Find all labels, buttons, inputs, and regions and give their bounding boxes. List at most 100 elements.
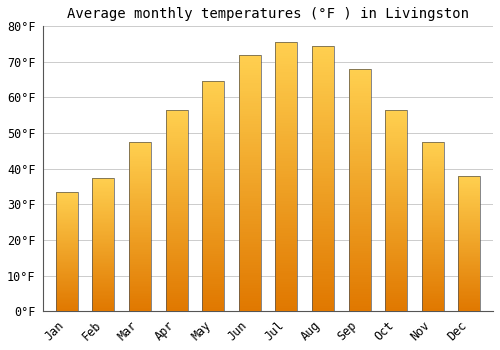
Bar bbox=[348, 88, 370, 91]
Bar bbox=[348, 149, 370, 151]
Bar bbox=[56, 303, 78, 304]
Bar bbox=[458, 181, 480, 183]
Bar bbox=[92, 204, 114, 206]
Bar bbox=[312, 287, 334, 290]
Bar bbox=[129, 159, 151, 161]
Bar bbox=[276, 188, 297, 190]
Bar bbox=[348, 296, 370, 299]
Bar bbox=[129, 204, 151, 206]
Bar bbox=[458, 184, 480, 185]
Bar bbox=[56, 206, 78, 207]
Bar bbox=[56, 238, 78, 239]
Bar bbox=[458, 218, 480, 219]
Bar bbox=[458, 231, 480, 233]
Bar bbox=[239, 250, 261, 252]
Bar bbox=[239, 145, 261, 147]
Bar bbox=[202, 286, 224, 288]
Bar bbox=[239, 188, 261, 191]
Bar bbox=[166, 152, 188, 154]
Bar bbox=[129, 194, 151, 196]
Bar bbox=[166, 226, 188, 229]
Bar bbox=[166, 309, 188, 311]
Bar bbox=[202, 88, 224, 91]
Bar bbox=[312, 118, 334, 120]
Bar bbox=[385, 110, 407, 112]
Bar bbox=[92, 262, 114, 263]
Bar bbox=[202, 144, 224, 146]
Bar bbox=[348, 144, 370, 147]
Bar bbox=[202, 148, 224, 150]
Bar bbox=[276, 96, 297, 99]
Bar bbox=[239, 88, 261, 91]
Bar bbox=[202, 245, 224, 247]
Bar bbox=[385, 261, 407, 263]
Bar bbox=[129, 264, 151, 265]
Bar bbox=[385, 277, 407, 279]
Bar bbox=[239, 70, 261, 73]
Bar bbox=[348, 91, 370, 93]
Bar bbox=[202, 150, 224, 153]
Bar bbox=[239, 55, 261, 57]
Bar bbox=[385, 281, 407, 283]
Bar bbox=[56, 274, 78, 275]
Bar bbox=[385, 193, 407, 195]
Bar bbox=[56, 299, 78, 300]
Bar bbox=[385, 184, 407, 187]
Bar bbox=[129, 237, 151, 238]
Bar bbox=[92, 216, 114, 218]
Bar bbox=[312, 258, 334, 261]
Bar bbox=[458, 261, 480, 262]
Bar bbox=[458, 202, 480, 203]
Bar bbox=[276, 268, 297, 271]
Bar bbox=[385, 289, 407, 291]
Bar bbox=[129, 309, 151, 311]
Bar bbox=[239, 288, 261, 290]
Bar bbox=[422, 201, 444, 203]
Bar bbox=[458, 308, 480, 310]
Bar bbox=[385, 301, 407, 303]
Bar bbox=[202, 130, 224, 132]
Bar bbox=[129, 265, 151, 267]
Bar bbox=[239, 219, 261, 222]
Bar bbox=[458, 200, 480, 202]
Bar bbox=[239, 255, 261, 257]
Bar bbox=[56, 264, 78, 265]
Bar bbox=[92, 304, 114, 306]
Bar bbox=[56, 286, 78, 287]
Bar bbox=[56, 297, 78, 298]
Bar bbox=[348, 205, 370, 207]
Bar bbox=[458, 268, 480, 269]
Bar bbox=[385, 225, 407, 226]
Bar bbox=[92, 252, 114, 254]
Bar bbox=[458, 242, 480, 244]
Bar bbox=[56, 250, 78, 251]
Bar bbox=[422, 250, 444, 252]
Bar bbox=[312, 256, 334, 258]
Bar bbox=[92, 300, 114, 302]
Bar bbox=[202, 187, 224, 189]
Bar bbox=[129, 222, 151, 223]
Bar bbox=[129, 171, 151, 173]
Bar bbox=[166, 188, 188, 190]
Bar bbox=[56, 268, 78, 270]
Bar bbox=[385, 190, 407, 192]
Bar bbox=[129, 269, 151, 271]
Bar bbox=[422, 291, 444, 293]
Bar bbox=[348, 267, 370, 270]
Bar bbox=[92, 220, 114, 222]
Bar bbox=[166, 130, 188, 132]
Bar bbox=[202, 276, 224, 279]
Bar bbox=[276, 45, 297, 48]
Bar bbox=[458, 246, 480, 247]
Bar bbox=[348, 207, 370, 209]
Bar bbox=[312, 282, 334, 285]
Bar bbox=[166, 225, 188, 226]
Bar bbox=[422, 193, 444, 194]
Bar bbox=[348, 142, 370, 144]
Bar bbox=[129, 144, 151, 145]
Bar bbox=[348, 161, 370, 163]
Bar bbox=[129, 301, 151, 303]
Bar bbox=[56, 239, 78, 241]
Bar bbox=[312, 155, 334, 157]
Bar bbox=[202, 274, 224, 277]
